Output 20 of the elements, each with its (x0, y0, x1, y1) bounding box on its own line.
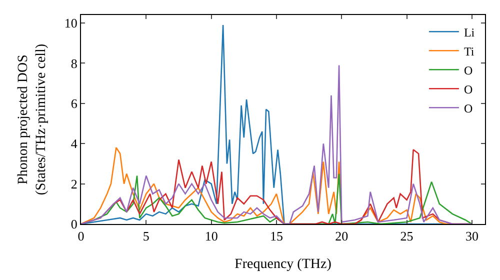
legend-label: O (464, 63, 473, 78)
line-series (81, 64, 473, 224)
y-tick-label: 4 (70, 136, 78, 152)
y-tick-label: 8 (70, 56, 78, 71)
legend-label: Ti (464, 44, 475, 58)
x-tick-label: 5 (142, 228, 150, 244)
x-axis-title: Frequency (THz) (234, 256, 332, 272)
x-tick-label: 15 (270, 228, 283, 244)
x-tick-label: 20 (335, 228, 348, 244)
x-tick-label: 10 (204, 228, 218, 244)
y-tick-label: 0 (70, 216, 78, 232)
y-tick-label: 6 (70, 96, 78, 111)
y-axis-title: Phonon projected DOS (States/THz·primitive cell) (16, 44, 49, 196)
legend-label: O (464, 82, 473, 96)
legend-label: Li (464, 25, 476, 40)
y-tick-label: 10 (64, 16, 78, 31)
x-tick-label: 30 (465, 228, 478, 244)
x-tick-label: 25 (400, 228, 414, 244)
y-tick-label: 2 (70, 176, 78, 192)
legend-label: O (464, 101, 473, 116)
